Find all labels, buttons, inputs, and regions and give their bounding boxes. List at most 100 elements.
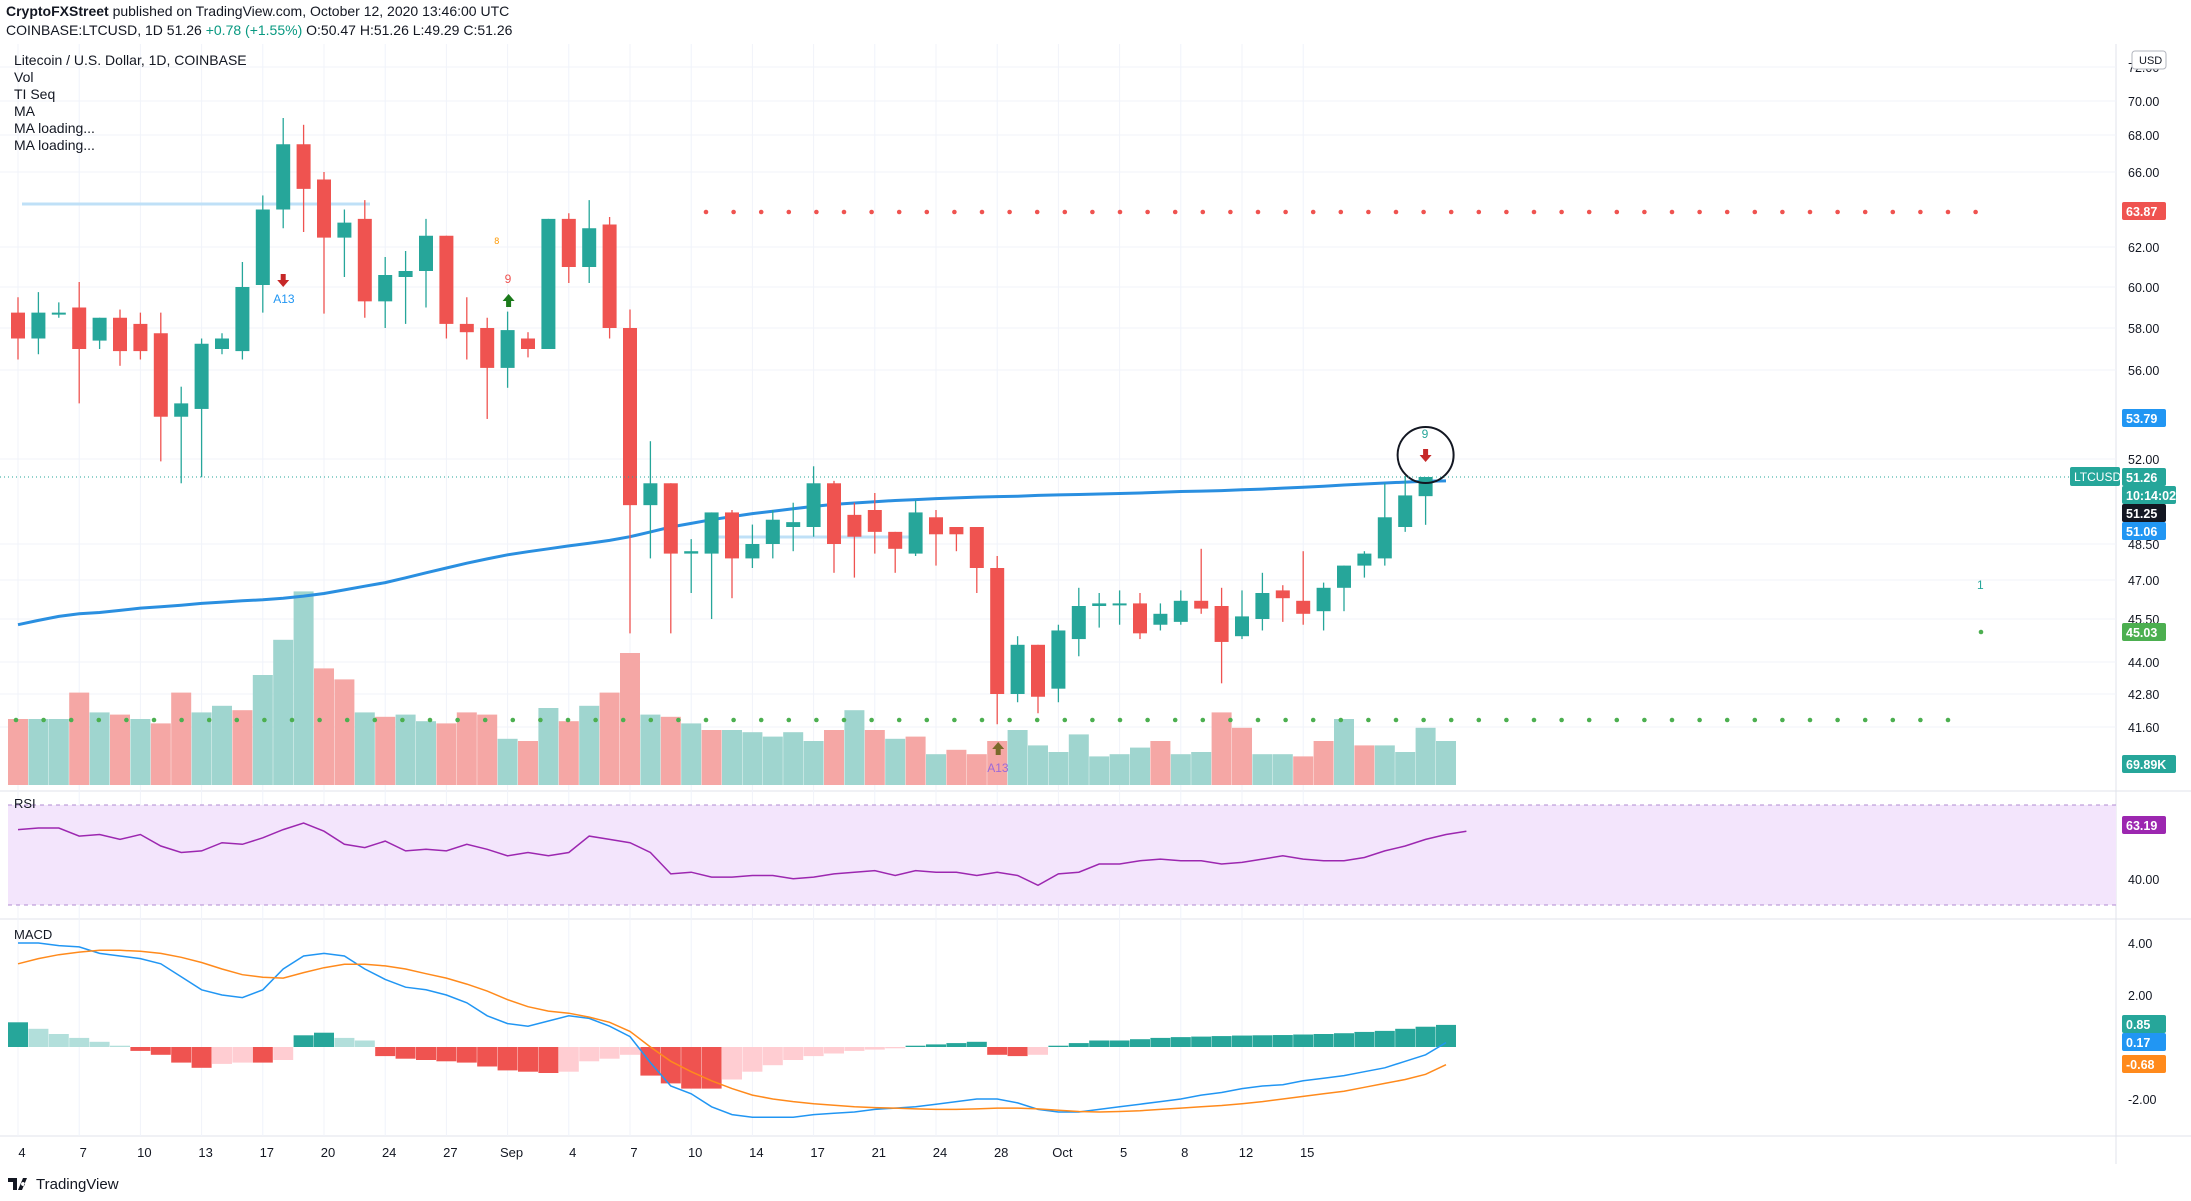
macd-histogram-bar xyxy=(252,1047,273,1063)
macd-histogram-label: 0.85 xyxy=(2126,1018,2150,1032)
candle-body xyxy=(888,531,903,549)
support-dot xyxy=(924,717,930,723)
volume-bar xyxy=(885,738,906,785)
volume-bar xyxy=(1354,745,1375,785)
x-tick-label: 7 xyxy=(630,1145,637,1160)
legend-item-tiseq[interactable]: TI Seq xyxy=(14,86,56,102)
x-tick-label: 28 xyxy=(994,1145,1008,1160)
resistance-dot xyxy=(1835,209,1840,215)
support-dot xyxy=(1393,717,1399,723)
candle-body xyxy=(623,328,637,506)
support-dot xyxy=(124,717,129,723)
candle-body xyxy=(521,338,535,349)
volume-bar xyxy=(293,591,314,785)
macd-histogram-bar xyxy=(8,1022,28,1047)
y-tick-label: 56.00 xyxy=(2128,364,2159,378)
volume-bar xyxy=(1068,734,1089,785)
volume-bar xyxy=(69,692,90,785)
candle-body xyxy=(827,483,841,544)
volume-bar xyxy=(538,708,559,785)
y-tick-label: 47.00 xyxy=(2128,574,2159,588)
resistance-dot xyxy=(1945,209,1951,215)
macd-histogram-bar xyxy=(518,1047,538,1072)
support-dot xyxy=(455,717,460,723)
candle-body xyxy=(133,323,148,352)
legend-item-ma[interactable]: MA xyxy=(14,103,35,119)
resistance-dot xyxy=(1366,209,1371,215)
macd-histogram-bar xyxy=(538,1047,559,1073)
support-dot xyxy=(1559,717,1564,723)
candle-body xyxy=(990,568,1005,694)
publisher-name[interactable]: CryptoFXStreet xyxy=(6,3,109,19)
candle-body xyxy=(908,512,923,554)
volume-bar xyxy=(130,719,151,785)
legend-item-vol[interactable]: Vol xyxy=(14,69,34,85)
volume-bar xyxy=(803,741,824,785)
macd-histogram-bar xyxy=(1252,1035,1273,1047)
volume-bar xyxy=(558,721,579,785)
resistance-dot xyxy=(896,209,902,215)
y-tick-label: 44.00 xyxy=(2128,656,2159,670)
price-label-ma2: 51.06 xyxy=(2126,525,2157,539)
volume-bar xyxy=(1211,712,1232,785)
support-dot xyxy=(1504,717,1509,723)
macd-line-label: 0.17 xyxy=(2126,1036,2150,1050)
macd-histogram-bar xyxy=(1191,1036,1212,1047)
volume-label: 69.89K xyxy=(2126,758,2166,772)
price-chart[interactable]: 4 7 10 13 17 20 24 27 Sep 4 7 10 14 17 21 24 28 Oct 5 8 12 15… xyxy=(0,44,2191,1164)
support-dot xyxy=(1090,717,1095,723)
support-dot xyxy=(1476,717,1482,723)
resistance-dot xyxy=(814,209,819,215)
support-dot xyxy=(896,717,902,723)
resistance-dot xyxy=(1310,209,1316,215)
volume-bar xyxy=(946,749,967,785)
volume-bar xyxy=(518,741,538,785)
tradingview-icon xyxy=(8,1177,30,1191)
legend-item-ma-loading-1[interactable]: MA loading... xyxy=(14,120,95,136)
resistance-dot xyxy=(1007,209,1012,215)
support-dot xyxy=(676,717,681,723)
support-dot xyxy=(952,717,957,723)
macd-histogram-bar xyxy=(803,1047,824,1057)
macd-histogram-bar xyxy=(1109,1040,1130,1047)
macd-histogram-bar xyxy=(905,1045,926,1047)
price-label-close: 51.25 xyxy=(2126,507,2157,521)
legend-title[interactable]: Litecoin / U.S. Dollar, 1D, COINBASE xyxy=(14,52,247,68)
resistance-dot xyxy=(1172,209,1178,215)
volume-bar xyxy=(314,668,334,785)
resistance-dot xyxy=(1421,209,1426,215)
candle-body xyxy=(398,271,413,277)
support-dot xyxy=(703,717,709,723)
support-dot xyxy=(317,717,322,723)
support-dot xyxy=(1448,717,1454,723)
legend-item-ma-loading-2[interactable]: MA loading... xyxy=(14,137,95,153)
resistance-dot xyxy=(1393,209,1399,215)
x-tick-label: 17 xyxy=(260,1145,274,1160)
signal-line xyxy=(17,949,1447,1113)
x-tick-label: 4 xyxy=(18,1145,25,1160)
support-dot xyxy=(1338,717,1344,723)
macd-histogram-bar xyxy=(824,1047,844,1054)
y-tick-label: 66.00 xyxy=(2128,166,2159,180)
volume-bar xyxy=(722,730,742,785)
candle-body xyxy=(541,218,556,349)
volume-bar xyxy=(375,716,396,785)
x-tick-label: Sep xyxy=(500,1145,523,1160)
tradingview-logo[interactable]: TradingView xyxy=(8,1169,119,1199)
volume-bar xyxy=(1252,754,1273,785)
volume-bar xyxy=(844,710,865,785)
volume-bar xyxy=(334,679,355,785)
macd-histogram-bar xyxy=(1150,1037,1171,1047)
seq-count-mark: 8 xyxy=(494,236,499,246)
support-dot xyxy=(1835,717,1840,723)
volume-bar xyxy=(191,712,212,785)
price-label-resistance: 63.87 xyxy=(2126,205,2157,219)
support-dot xyxy=(1531,717,1537,723)
x-tick-label: 12 xyxy=(1239,1145,1253,1160)
support-dot xyxy=(151,717,157,723)
support-dot xyxy=(1228,717,1233,723)
price-label-last: 51.26 xyxy=(2126,471,2157,485)
candle-body xyxy=(1275,590,1290,599)
resistance-dot xyxy=(1062,209,1068,215)
volume-bar xyxy=(660,716,681,785)
